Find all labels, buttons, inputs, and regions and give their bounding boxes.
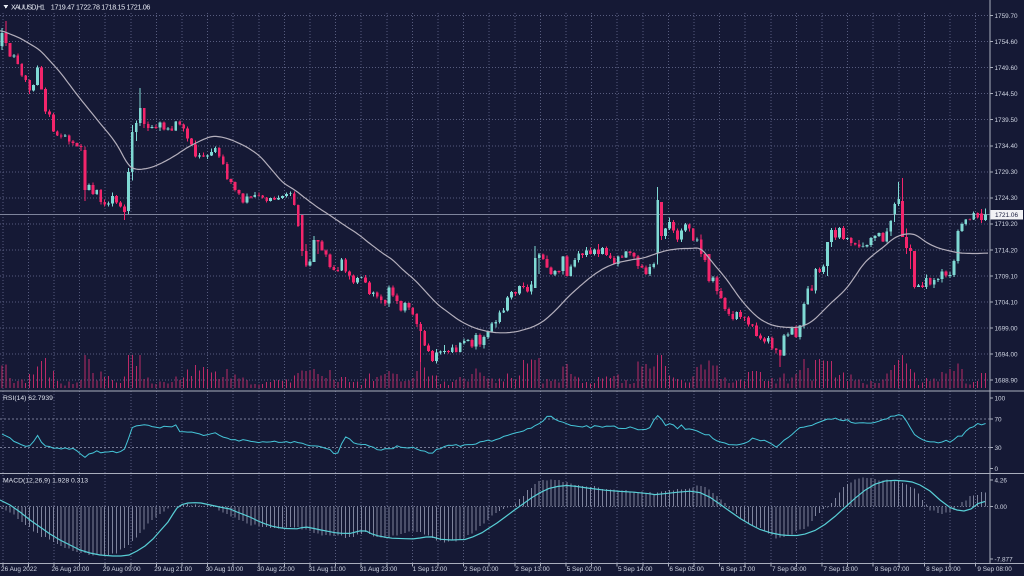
svg-text:31 Aug 23:00: 31 Aug 23:00 [360, 566, 398, 573]
svg-text:XAUUSD,H1: XAUUSD,H1 [11, 3, 45, 12]
svg-text:30: 30 [995, 445, 1003, 452]
svg-text:1704.10: 1704.10 [995, 299, 1019, 306]
svg-text:29 Aug 09:00: 29 Aug 09:00 [103, 566, 141, 573]
svg-text:30 Aug 22:00: 30 Aug 22:00 [257, 566, 295, 573]
svg-text:1719.20: 1719.20 [995, 221, 1019, 228]
svg-text:29 Aug 21:00: 29 Aug 21:00 [154, 566, 192, 573]
svg-text:8 Sep 19:00: 8 Sep 19:00 [926, 566, 961, 573]
svg-text:-7.877: -7.877 [995, 556, 1014, 563]
svg-text:1739.50: 1739.50 [995, 117, 1019, 124]
svg-text:100: 100 [995, 396, 1006, 403]
svg-text:1744.50: 1744.50 [995, 91, 1019, 98]
svg-text:2 Sep 01:00: 2 Sep 01:00 [464, 566, 499, 573]
svg-text:MACD(12,26,9) 1.928 0.313: MACD(12,26,9) 1.928 0.313 [3, 478, 88, 485]
svg-text:31 Aug 11:00: 31 Aug 11:00 [308, 566, 346, 573]
svg-text:1714.20: 1714.20 [995, 247, 1019, 254]
svg-text:4.26: 4.26 [995, 477, 1008, 484]
svg-text:7 Sep 18:00: 7 Sep 18:00 [823, 566, 858, 573]
svg-text:5 Sep 02:00: 5 Sep 02:00 [567, 566, 602, 573]
svg-text:1699.00: 1699.00 [995, 325, 1019, 332]
svg-text:6 Sep 05:00: 6 Sep 05:00 [669, 566, 704, 573]
svg-text:7 Sep 06:00: 7 Sep 06:00 [772, 566, 807, 573]
svg-text:2 Sep 13:00: 2 Sep 13:00 [515, 566, 550, 573]
svg-text:0: 0 [995, 466, 999, 473]
svg-text:8 Sep 07:00: 8 Sep 07:00 [875, 566, 910, 573]
svg-text:1688.90: 1688.90 [995, 378, 1019, 385]
svg-text:1709.10: 1709.10 [995, 273, 1019, 280]
svg-text:9 Sep 08:00: 9 Sep 08:00 [977, 566, 1012, 573]
svg-text:1729.30: 1729.30 [995, 169, 1019, 176]
svg-text:1724.30: 1724.30 [995, 195, 1019, 202]
svg-text:1749.60: 1749.60 [995, 65, 1019, 72]
svg-text:30 Aug 10:00: 30 Aug 10:00 [206, 566, 244, 573]
svg-text:1734.40: 1734.40 [995, 143, 1019, 150]
svg-text:26 Aug 2022: 26 Aug 2022 [1, 566, 37, 573]
svg-text:1694.00: 1694.00 [995, 352, 1019, 359]
svg-text:1 Sep 12:00: 1 Sep 12:00 [413, 566, 448, 573]
svg-text:1721.06: 1721.06 [995, 212, 1019, 219]
svg-text:RSI(14) 62.7939: RSI(14) 62.7939 [3, 395, 53, 402]
svg-text:70: 70 [995, 416, 1003, 423]
svg-text:26 Aug 20:00: 26 Aug 20:00 [51, 566, 89, 573]
svg-text:5 Sep 14:00: 5 Sep 14:00 [618, 566, 653, 573]
svg-text:1759.70: 1759.70 [995, 13, 1019, 20]
svg-text:1754.60: 1754.60 [995, 39, 1019, 46]
svg-text:6 Sep 17:00: 6 Sep 17:00 [721, 566, 756, 573]
svg-text:0.00: 0.00 [995, 504, 1008, 511]
svg-text:1719.47 1722.78 1718.15 1721.0: 1719.47 1722.78 1718.15 1721.06 [51, 3, 151, 12]
